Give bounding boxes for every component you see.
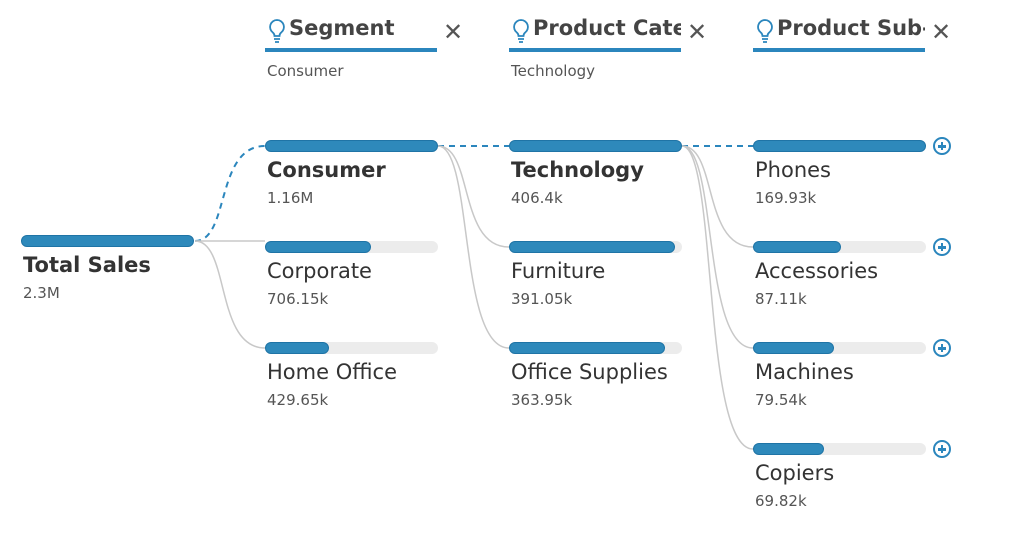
expand-plus-icon[interactable]: [933, 137, 951, 155]
node-bar[interactable]: [753, 443, 926, 455]
node-label[interactable]: Copiers: [755, 461, 835, 485]
column-header-title: Product Category: [533, 16, 681, 40]
node-value: 406.4k: [511, 189, 563, 207]
node-bar-fill: [753, 342, 835, 354]
node-bar[interactable]: [265, 140, 438, 152]
connector: [437, 145, 510, 248]
close-icon[interactable]: ✕: [687, 18, 708, 46]
node-bar-fill: [265, 241, 371, 253]
node-label[interactable]: Office Supplies: [511, 360, 668, 384]
node-value: 363.95k: [511, 391, 573, 409]
node-bar[interactable]: [265, 241, 438, 253]
node-bar-fill: [753, 443, 824, 455]
column-header-title: Segment: [289, 16, 395, 40]
node-label[interactable]: Consumer: [267, 158, 386, 182]
node-value: 87.11k: [755, 290, 807, 308]
node-bar[interactable]: [265, 342, 438, 354]
close-icon[interactable]: ✕: [443, 18, 464, 46]
column-header[interactable]: Product Category: [509, 14, 681, 52]
close-icon[interactable]: ✕: [931, 18, 952, 46]
node-bar[interactable]: [509, 342, 682, 354]
node-bar-fill: [265, 140, 438, 152]
node-bar-fill: [509, 241, 676, 253]
node-label[interactable]: Total Sales: [23, 253, 151, 277]
lightbulb-icon: [513, 19, 529, 43]
node-bar-fill: [265, 342, 329, 354]
node-bar[interactable]: [753, 241, 926, 253]
node-bar[interactable]: [509, 241, 682, 253]
lightbulb-icon: [269, 19, 285, 43]
node-value: 391.05k: [511, 290, 573, 308]
node-bar-fill: [509, 140, 682, 152]
expand-plus-icon[interactable]: [933, 339, 951, 357]
connector: [681, 145, 754, 450]
node-bar-fill: [753, 241, 842, 253]
column-header[interactable]: Segment: [265, 14, 437, 52]
node-label[interactable]: Technology: [511, 158, 644, 182]
node-bar[interactable]: [753, 140, 926, 152]
node-label[interactable]: Machines: [755, 360, 854, 384]
node-bar[interactable]: [753, 342, 926, 354]
active-path-connector: [194, 145, 266, 242]
expand-plus-icon[interactable]: [933, 238, 951, 256]
lightbulb-icon: [757, 19, 773, 43]
node-value: 79.54k: [755, 391, 807, 409]
node-label[interactable]: Home Office: [267, 360, 397, 384]
connector: [681, 145, 754, 349]
node-bar-fill: [21, 235, 194, 247]
node-bar[interactable]: [509, 140, 682, 152]
node-bar[interactable]: [21, 235, 194, 247]
node-label[interactable]: Corporate: [267, 259, 372, 283]
node-value: 69.82k: [755, 492, 807, 510]
expand-plus-icon[interactable]: [933, 440, 951, 458]
node-bar-fill: [509, 342, 665, 354]
selected-value: Consumer: [267, 62, 344, 80]
node-value: 706.15k: [267, 290, 329, 308]
node-label[interactable]: Accessories: [755, 259, 879, 283]
node-value: 429.65k: [267, 391, 329, 409]
node-value: 2.3M: [23, 284, 60, 302]
connector: [194, 240, 266, 349]
connector: [681, 145, 754, 248]
column-header-title: Product Sub-Category: [777, 16, 925, 40]
node-label[interactable]: Furniture: [511, 259, 606, 283]
node-value: 1.16M: [267, 189, 314, 207]
node-bar-fill: [753, 140, 926, 152]
selected-value: Technology: [511, 62, 596, 80]
column-header[interactable]: Product Sub-Category: [753, 14, 925, 52]
connector: [437, 145, 510, 349]
node-label[interactable]: Phones: [755, 158, 831, 182]
node-value: 169.93k: [755, 189, 817, 207]
